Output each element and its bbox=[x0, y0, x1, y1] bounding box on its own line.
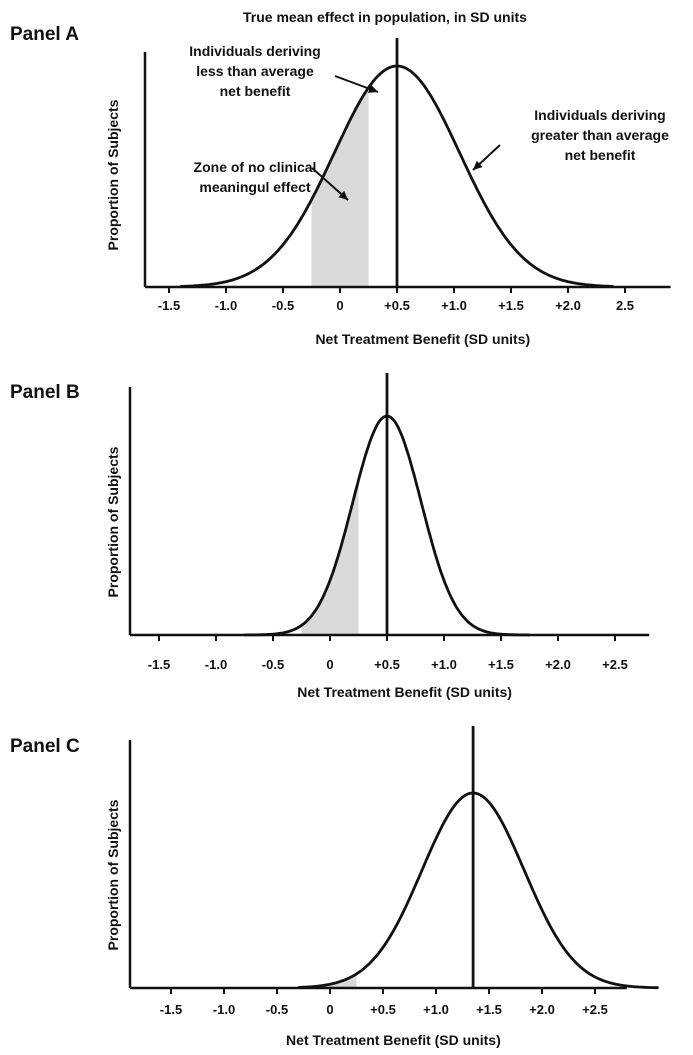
annotation-text: less than average bbox=[196, 63, 314, 79]
x-tick-label: +1.5 bbox=[488, 657, 514, 672]
shaded-zone bbox=[303, 973, 357, 988]
x-tick-label: +1.5 bbox=[476, 1002, 502, 1017]
x-tick-label: +0.5 bbox=[374, 657, 400, 672]
arrowhead-icon bbox=[338, 190, 348, 200]
x-tick-label: -1.5 bbox=[160, 1002, 182, 1017]
annotation-text: net benefit bbox=[220, 83, 291, 99]
x-axis-label: Net Treatment Benefit (SD units) bbox=[315, 331, 530, 347]
top-annotation: True mean effect in population, in SD un… bbox=[243, 9, 527, 25]
annotation-text: meaningul effect bbox=[199, 179, 311, 195]
y-axis-label: Proportion of Subjects bbox=[105, 799, 121, 950]
shaded-zone bbox=[301, 480, 359, 635]
distribution-curve bbox=[298, 791, 659, 990]
x-tick-label: +1.5 bbox=[498, 298, 524, 313]
x-tick-label: 0 bbox=[336, 298, 343, 313]
x-tick-label: -0.5 bbox=[262, 657, 284, 672]
panel-c: Panel C -1.5 -1.0 -0.5 0 +0.5 +1.0 +1.5 +2.0 +2.5… bbox=[10, 726, 659, 1048]
x-tick-label: +2.5 bbox=[602, 657, 628, 672]
shaded-zone bbox=[311, 87, 369, 287]
y-axis-label: Proportion of Subjects bbox=[105, 99, 121, 250]
panel-b: Panel B -1.5 -1.0 -0.5 0 +0.5 +1.0 +1.5 +2.0 +2.5… bbox=[10, 373, 650, 700]
x-tick-label: +2.0 bbox=[545, 657, 571, 672]
x-tick-label: +2.5 bbox=[582, 1002, 608, 1017]
x-axis-label: Net Treatment Benefit (SD units) bbox=[286, 1032, 501, 1048]
x-tick-label: +2.0 bbox=[529, 1002, 555, 1017]
x-tick-label: -1.0 bbox=[205, 657, 227, 672]
annotation-text: Zone of no clinical bbox=[194, 159, 317, 175]
panel-a: Panel A -1.5 -1.0 -0.5 0 +0.5 +1.0 +1.5 +2.0 2.5 N… bbox=[10, 24, 671, 347]
x-tick-label: +1.0 bbox=[431, 657, 457, 672]
y-axis-label: Proportion of Subjects bbox=[105, 446, 121, 597]
x-tick-label: -1.0 bbox=[213, 1002, 235, 1017]
annotation-text: greater than average bbox=[531, 127, 669, 143]
x-tick-label: -1.5 bbox=[148, 657, 170, 672]
x-tick-label: 0 bbox=[326, 657, 333, 672]
annotation-text: Individuals deriving bbox=[534, 107, 665, 123]
x-tick-label: +1.0 bbox=[423, 1002, 449, 1017]
x-tick-label: -1.5 bbox=[158, 298, 180, 313]
panel-title: Panel C bbox=[10, 736, 80, 757]
panel-title: Panel A bbox=[10, 24, 79, 45]
x-tick-label: 2.5 bbox=[616, 298, 634, 313]
annotation-text: net benefit bbox=[565, 147, 636, 163]
x-tick-label: +2.0 bbox=[555, 298, 581, 313]
x-tick-label: 0 bbox=[326, 1002, 333, 1017]
x-tick-label: +0.5 bbox=[370, 1002, 396, 1017]
x-tick-label: -0.5 bbox=[266, 1002, 288, 1017]
x-axis-label: Net Treatment Benefit (SD units) bbox=[297, 684, 512, 700]
panel-title: Panel B bbox=[10, 382, 80, 403]
annotation-text: Individuals deriving bbox=[189, 43, 320, 59]
x-tick-label: +1.0 bbox=[441, 298, 467, 313]
arrowhead-icon bbox=[368, 84, 378, 93]
arrowhead-icon bbox=[473, 160, 483, 170]
x-tick-label: +0.5 bbox=[384, 298, 410, 313]
x-tick-label: -0.5 bbox=[272, 298, 294, 313]
x-tick-label: -1.0 bbox=[215, 298, 237, 313]
